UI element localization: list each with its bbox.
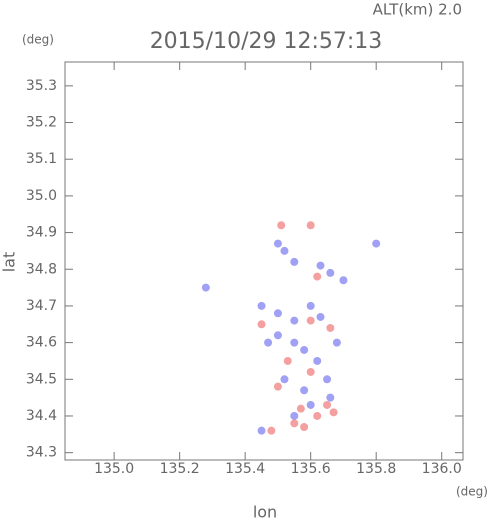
radar-echo: [201, 283, 210, 292]
y-tick-label: 35.1: [26, 151, 57, 167]
radar-echo: [290, 411, 299, 420]
chart-title: 2015/10/29 12:57:13: [150, 29, 383, 54]
radar-echo: [339, 276, 348, 285]
x-tick-label: 135.2: [160, 461, 200, 477]
radar-echo: [300, 386, 309, 395]
radar-echo: [323, 400, 332, 409]
radar-echo: [273, 331, 282, 340]
radar-echo: [332, 338, 341, 347]
radar-echo: [326, 268, 335, 277]
radar-echo: [273, 239, 282, 248]
radar-echo: [280, 375, 289, 384]
radar-echo: [290, 419, 299, 428]
radar-echo: [264, 338, 273, 347]
radar-echo: [306, 221, 315, 230]
y-tick-label: 34.8: [26, 261, 57, 277]
radar-echo: [306, 367, 315, 376]
x-tick-label: 135.0: [94, 461, 134, 477]
radar-echo: [283, 356, 292, 365]
radar-echo: [329, 408, 338, 417]
radar-echo: [257, 426, 266, 435]
radar-echo: [313, 411, 322, 420]
radar-echo: [273, 382, 282, 391]
y-tick-label: 34.6: [26, 335, 57, 351]
x-tick-label: 136.0: [422, 461, 462, 477]
radar-echo: [326, 393, 335, 402]
radar-echo: [326, 323, 335, 332]
radar-echo: [290, 257, 299, 266]
radar-echo: [267, 426, 276, 435]
y-tick-label: 34.5: [26, 371, 57, 387]
radar-echo: [257, 301, 266, 310]
radar-echo: [273, 309, 282, 318]
radar-echo: [306, 301, 315, 310]
radar-echo: [316, 261, 325, 270]
radar-echo: [306, 316, 315, 325]
y-tick-label: 35.0: [26, 188, 57, 204]
radar-echo: [280, 246, 289, 255]
radar-echo: [313, 356, 322, 365]
y-tick-label: 34.9: [26, 225, 57, 241]
radar-echo: [257, 320, 266, 329]
radar-echo: [372, 239, 381, 248]
y-tick-label: 35.3: [26, 78, 57, 94]
y-tick-label: 34.4: [26, 408, 57, 424]
radar-echo: [290, 338, 299, 347]
plot-frame: [64, 61, 464, 461]
radar-echo: [296, 404, 305, 413]
radar-echo: [300, 345, 309, 354]
y-tick-label: 35.2: [26, 115, 57, 131]
x-tick-label: 135.6: [291, 461, 331, 477]
y-tick-label: 34.7: [26, 298, 57, 314]
y-tick-label: 34.3: [26, 445, 57, 461]
x-unit: (deg): [456, 485, 488, 499]
x-axis-label: lon: [253, 503, 277, 521]
x-tick-label: 135.4: [225, 461, 265, 477]
radar-echo: [306, 400, 315, 409]
y-axis-label: lat: [0, 252, 19, 273]
radar-echo: [300, 422, 309, 431]
radar-echo: [323, 375, 332, 384]
radar-echo: [313, 272, 322, 281]
radar-echo: [316, 312, 325, 321]
radar-echo: [277, 221, 286, 230]
y-unit: (deg): [22, 33, 54, 47]
altitude-label: ALT(km) 2.0: [373, 1, 462, 19]
radar-echo: [290, 316, 299, 325]
x-tick-label: 135.8: [356, 461, 396, 477]
